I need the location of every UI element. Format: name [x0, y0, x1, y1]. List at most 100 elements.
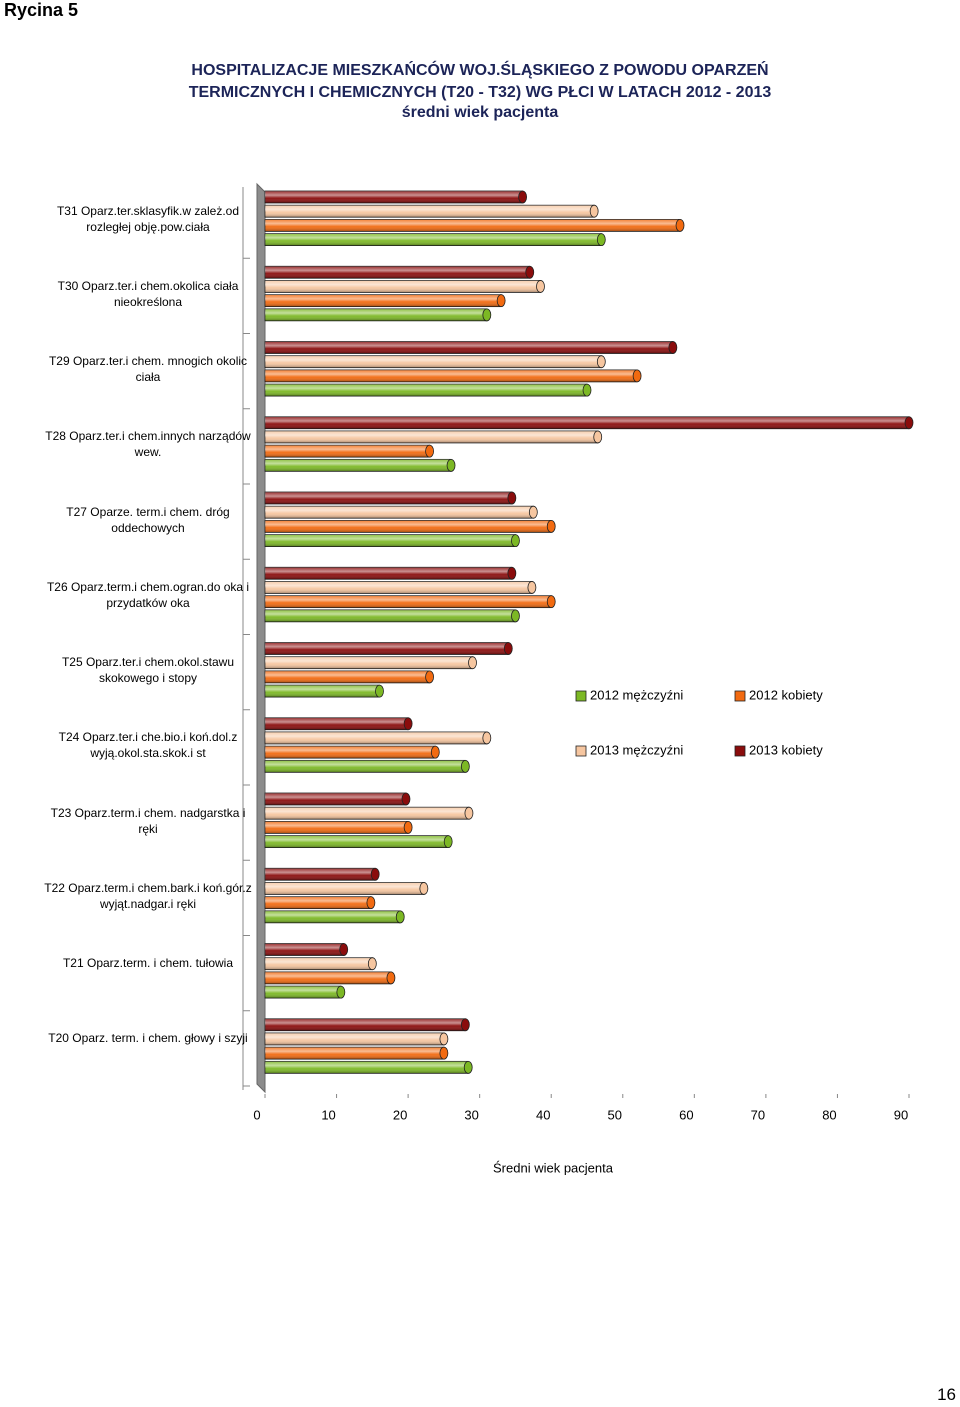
bar-cap — [403, 717, 413, 731]
legend-label: 2012 mężczyźni — [590, 687, 683, 702]
bar-cap — [395, 910, 405, 924]
bar-shine — [265, 595, 552, 608]
y-tick-label: T31 Oparz.ter.sklasyfik.w zależ.od rozle… — [56, 203, 240, 234]
y-tick-label: T22 Oparz.term.i chem.bark.i koń.gór.z w… — [44, 880, 252, 911]
legend-label: 2013 kobiety — [749, 742, 823, 757]
legend-swatch — [575, 690, 587, 702]
bar-shine — [265, 233, 602, 246]
bar-cap — [582, 383, 592, 397]
bar-shine — [265, 910, 401, 923]
bar-shine — [265, 355, 602, 368]
bar-shine — [265, 760, 466, 773]
y-tick-label: T25 Oparz.ter.i chem.okol.stawu skokoweg… — [61, 655, 235, 686]
bar-cap — [511, 534, 520, 547]
bar-shine — [265, 384, 587, 397]
bar-shine — [265, 868, 376, 881]
bar-cap — [468, 656, 477, 670]
bar-cap — [546, 595, 556, 609]
legend-label: 2013 mężczyźni — [590, 742, 683, 757]
x-tick-label: 80 — [822, 1107, 836, 1122]
legend-swatch — [734, 690, 746, 702]
y-tick-label: T28 Oparz.ter.i chem.innych narządów wew… — [45, 429, 251, 460]
bar-shine — [265, 459, 452, 472]
y-tick-label: T26 Oparz.term.i chem.ogran.do oka i prz… — [46, 579, 250, 610]
bar-cap — [430, 745, 440, 759]
chart-subtitle: średni wiek pacjenta — [401, 104, 559, 121]
bar-shine — [265, 821, 409, 834]
bar-shine — [265, 1032, 444, 1045]
x-tick-label: 40 — [536, 1107, 550, 1122]
bar-shine — [265, 717, 409, 730]
bar-shine — [265, 807, 469, 820]
y-tick-label: T24 Oparz.ter.i che.bio.i koń.dol.z wyją… — [58, 730, 238, 761]
bar-shine — [265, 986, 341, 999]
x-tick-label: 20 — [393, 1107, 407, 1122]
bar-shine — [265, 581, 532, 594]
bar-shine — [265, 341, 673, 354]
bar-cap — [904, 416, 914, 430]
bar-cap — [425, 670, 434, 684]
bar-cap — [507, 491, 517, 505]
x-tick-label: 0 — [253, 1107, 260, 1122]
bar-cap — [370, 867, 380, 881]
legend-swatch — [575, 745, 587, 757]
bar-shine — [265, 280, 541, 293]
bar-cap — [593, 430, 603, 444]
bar-shine — [265, 369, 638, 382]
bar-shine — [265, 971, 391, 984]
bar-cap — [675, 218, 685, 232]
bar-cap — [507, 566, 517, 580]
x-tick-label: 50 — [608, 1107, 622, 1122]
bar-cap — [518, 190, 527, 204]
y-tick-label: T23 Oparz.term.i chem. nadgarstka i ręki — [50, 805, 246, 836]
bar-cap — [496, 294, 506, 308]
bar-shine — [265, 294, 502, 307]
bar-cap — [546, 520, 556, 533]
figure-label: Rycina 5 — [4, 0, 79, 20]
bar-shine — [265, 670, 430, 683]
bar-cap — [596, 233, 606, 247]
x-tick-label: 60 — [679, 1107, 693, 1122]
bar-cap — [482, 731, 492, 745]
bar-cap — [596, 355, 606, 369]
bar-cap — [463, 1060, 473, 1074]
bar-shine — [265, 567, 512, 580]
legend-label: 2012 kobiety — [749, 687, 823, 702]
bar-cap — [439, 1032, 449, 1046]
bar-shine — [265, 506, 534, 519]
bar-shine — [265, 835, 449, 848]
bar-shine — [265, 308, 487, 321]
y-tick-label: T27 Oparze. term.i chem. dróg oddechowyc… — [66, 504, 230, 535]
bar-cap — [482, 308, 492, 322]
bar-cap — [668, 341, 678, 354]
bar-cap — [528, 505, 538, 519]
bar-shine — [265, 731, 487, 744]
y-tick-label: T21 Oparz.term. i chem. tułowia — [62, 956, 234, 971]
bar-cap — [339, 943, 349, 956]
bar-cap — [536, 280, 545, 293]
bar-shine — [265, 685, 380, 698]
bar-cap — [511, 609, 520, 623]
bar-cap — [525, 265, 535, 279]
bar-cap — [589, 204, 599, 218]
bar-cap — [419, 882, 429, 895]
x-tick-label: 90 — [894, 1107, 908, 1122]
y-tick-label: T30 Oparz.ter.i chem.okolica ciała nieok… — [57, 278, 239, 309]
y-tick-label: T29 Oparz.ter.i chem. mnogich okolic cia… — [48, 354, 248, 385]
bar-shine — [265, 430, 598, 443]
bar-cap — [425, 444, 434, 458]
bar-cap — [386, 971, 396, 985]
bar-cap — [527, 581, 537, 594]
x-tick-label: 10 — [321, 1107, 335, 1122]
bar-shine — [265, 534, 516, 547]
bar-cap — [367, 957, 377, 971]
bar-shine — [265, 609, 516, 622]
bar-cap — [460, 759, 470, 773]
bar-cap — [446, 458, 456, 472]
bar-cap — [366, 896, 376, 910]
page-number: 16 — [937, 1385, 956, 1404]
x-tick-label: 30 — [464, 1107, 478, 1122]
bar-shine — [265, 882, 424, 895]
bar-cap — [503, 642, 513, 655]
